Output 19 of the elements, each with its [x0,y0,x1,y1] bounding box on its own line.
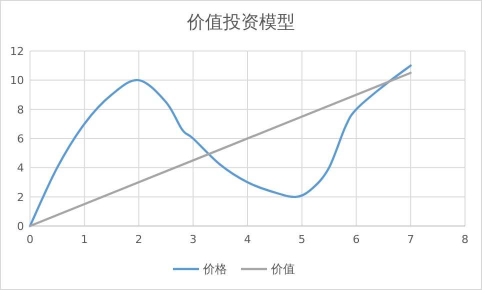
x-tick-label: 4 [244,233,251,246]
x-tick-label: 5 [298,233,306,246]
y-tick-label: 4 [17,162,24,175]
legend-label: 价格 [202,262,227,276]
x-tick-label: 7 [407,233,414,246]
y-tick-label: 10 [10,74,24,88]
chart-title: 价值投资模型 [186,12,295,33]
x-tick-label: 3 [190,233,197,246]
y-tick-label: 12 [10,45,24,58]
y-tick-label: 0 [17,220,24,233]
x-tick-label: 6 [352,233,360,246]
x-tick-label: 0 [26,233,34,246]
y-tick-label: 8 [17,103,24,116]
y-tick-label: 6 [17,132,24,146]
x-tick-label: 1 [80,233,88,246]
legend-label: 价值 [270,262,295,276]
x-tick-label: 2 [135,233,142,246]
x-tick-label: 8 [462,233,468,246]
y-tick-label: 2 [17,190,24,204]
